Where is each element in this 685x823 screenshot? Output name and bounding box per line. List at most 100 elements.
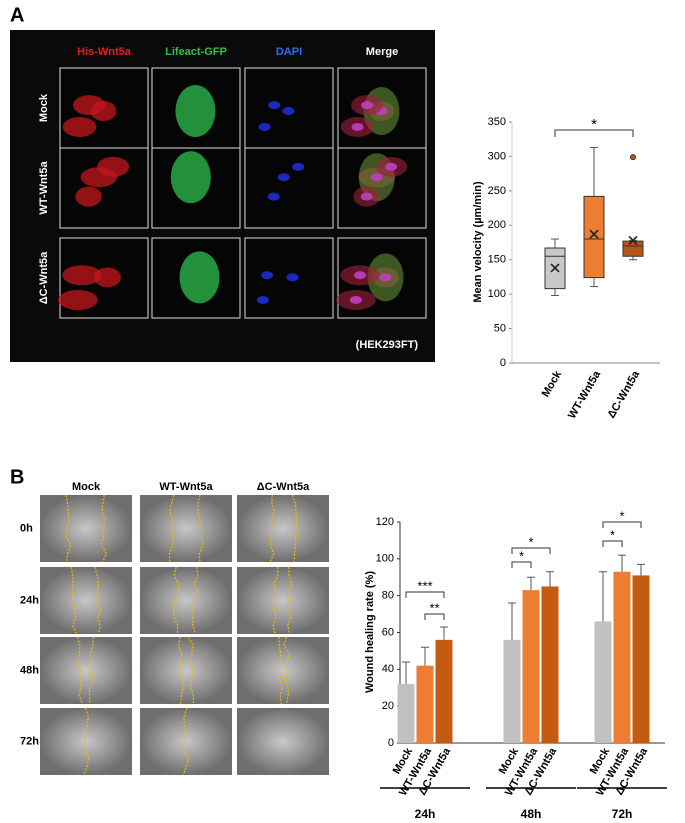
bar [632, 575, 650, 743]
y-axis-label: Mean velocity (µm/min) [472, 181, 484, 303]
wound-image [140, 495, 232, 562]
row-label: Mock [38, 93, 50, 122]
cell [256, 295, 269, 304]
cell [385, 162, 398, 171]
wound-image [140, 708, 232, 775]
y-tick-label: 40 [382, 663, 394, 675]
cell [354, 271, 367, 280]
error-bar [421, 646, 429, 666]
wound-edge [177, 636, 185, 705]
row-label: WT-Wnt5a [38, 161, 50, 215]
error-bar [599, 571, 607, 622]
cell [97, 156, 130, 177]
wound-image [237, 567, 329, 634]
group-label: 72h [612, 807, 633, 821]
wound-edge [291, 494, 298, 563]
column-header: Lifeact-GFP [165, 46, 227, 58]
wound-edge [70, 566, 78, 635]
wound-edge [65, 494, 72, 563]
wound-image [40, 495, 132, 562]
column-header: WT-Wnt5a [159, 481, 213, 493]
panel-label: A [10, 4, 24, 26]
bar [503, 639, 521, 743]
wound-edge [182, 707, 190, 776]
error-bar [546, 571, 554, 587]
x-tick-label: Mock [540, 368, 565, 399]
wound-edge [283, 636, 291, 705]
wound-edge [88, 636, 95, 705]
wound-image [237, 637, 329, 704]
wound-edge [278, 636, 283, 705]
cell [175, 85, 216, 138]
significance-bracket [511, 547, 551, 554]
significance-label: * [619, 508, 624, 523]
cell [277, 173, 290, 182]
wound-edge [269, 494, 275, 563]
cell [258, 122, 271, 131]
cell [268, 101, 281, 110]
significance-label: ** [429, 600, 439, 615]
error-bar [440, 626, 448, 640]
cell [267, 192, 280, 201]
bar [397, 684, 415, 743]
cell [62, 116, 97, 137]
wound-edge [286, 566, 293, 635]
wound-edge [187, 636, 195, 705]
wound-edge [82, 707, 90, 776]
error-bar [618, 554, 626, 572]
cell [282, 107, 295, 116]
wound-edge [172, 566, 180, 634]
row-label: 0h [20, 522, 33, 534]
x-tick-label: ΔC-Wnt5a [605, 368, 642, 420]
cell [360, 192, 373, 201]
wound-image [140, 567, 232, 634]
significance-label: *** [417, 578, 432, 593]
wound-image [40, 708, 132, 775]
cell [58, 289, 98, 310]
error-bar [527, 576, 535, 591]
cell [286, 273, 299, 282]
wound-edge [76, 636, 84, 705]
significance-bracket [424, 613, 445, 620]
y-tick-label: 20 [382, 700, 394, 712]
y-tick-label: 60 [382, 626, 394, 638]
cell [179, 251, 220, 304]
y-tick-label: 350 [488, 116, 506, 128]
mean-marker [589, 229, 599, 239]
y-tick-label: 0 [388, 737, 394, 749]
significance-bracket [554, 129, 634, 137]
significance-bracket [511, 561, 532, 568]
panel-label: B [10, 466, 24, 488]
error-bar [402, 661, 410, 685]
wound-edge [197, 494, 204, 563]
bar [416, 665, 434, 743]
wound-image [237, 495, 329, 562]
cell [62, 265, 102, 286]
y-tick-label: 150 [488, 254, 506, 266]
x-tick-label: WT-Wnt5a [566, 368, 603, 421]
group-label: 48h [521, 807, 542, 821]
cell-line-label: (HEK293FT) [356, 339, 419, 351]
y-tick-label: 80 [382, 590, 394, 602]
column-header: ΔC-Wnt5a [257, 481, 310, 493]
wound-image [237, 708, 329, 775]
outlier [630, 154, 636, 161]
row-label: 24h [20, 594, 39, 606]
significance-bracket [602, 540, 623, 547]
wound-edge [94, 566, 102, 635]
y-tick-label: 50 [494, 322, 506, 334]
mean-marker [628, 235, 638, 245]
box [583, 195, 605, 279]
error-bar [508, 602, 516, 640]
mean-marker [550, 263, 560, 273]
y-tick-label: 0 [500, 357, 506, 369]
cell [379, 273, 392, 282]
error-bar [637, 563, 645, 576]
cell [73, 95, 106, 116]
bar [435, 639, 453, 743]
row-label: 72h [20, 735, 39, 747]
significance-bracket [602, 521, 642, 528]
y-axis-label: Wound healing rate (%) [364, 571, 376, 693]
box [622, 240, 644, 257]
